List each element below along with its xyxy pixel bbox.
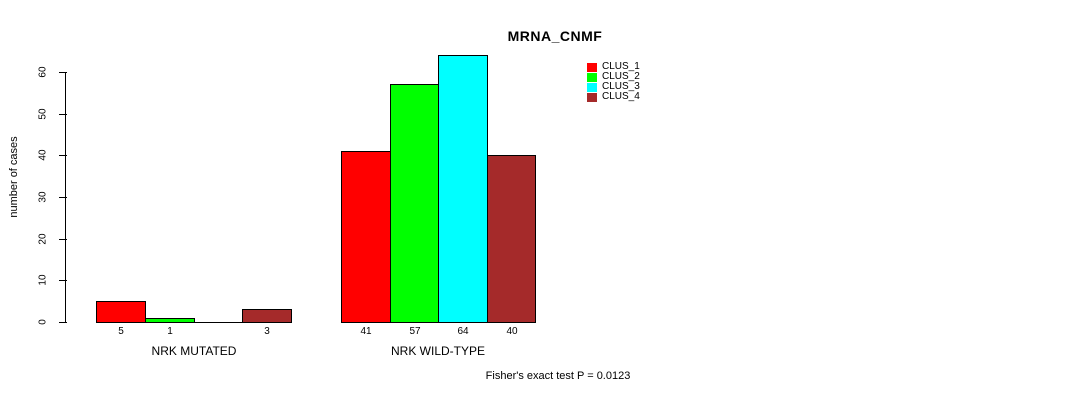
- bar-value-label: 3: [264, 326, 270, 337]
- y-tick-mark: [59, 197, 67, 198]
- legend: CLUS_1 CLUS_2 CLUS_3 CLUS_4: [587, 62, 640, 102]
- y-tick-label: 30: [37, 191, 49, 203]
- bar-clus_4: [487, 155, 536, 323]
- legend-swatch-icon: [587, 62, 597, 72]
- y-tick-label: 50: [37, 108, 49, 120]
- y-tick-label: 40: [37, 149, 49, 161]
- y-tick-mark: [59, 322, 67, 323]
- y-tick-mark: [59, 114, 67, 115]
- y-tick-label: 20: [37, 233, 49, 245]
- legend-label: CLUS_1: [602, 61, 640, 72]
- bar-clus_4: [242, 309, 292, 323]
- y-tick-mark: [59, 239, 67, 240]
- legend-label: CLUS_3: [602, 81, 640, 92]
- chart-title: MRNA_CNMF: [507, 28, 603, 44]
- bar-clus_3: [438, 55, 488, 323]
- bar-clus_1: [96, 301, 146, 323]
- legend-label: CLUS_4: [602, 91, 640, 102]
- legend-item-clus_4: CLUS_4: [587, 92, 640, 102]
- group-label: NRK MUTATED: [151, 344, 237, 358]
- bar-value-label: 5: [118, 326, 124, 337]
- y-tick-mark: [59, 155, 67, 156]
- y-tick-label: 10: [37, 274, 49, 286]
- legend-item-clus_2: CLUS_2: [587, 72, 640, 82]
- bar-clus_2: [390, 84, 439, 323]
- bar-value-label: 64: [457, 326, 469, 337]
- bar-clus_2: [145, 318, 195, 323]
- legend-swatch-icon: [587, 92, 597, 102]
- legend-label: CLUS_2: [602, 71, 640, 82]
- bar-value-label: 41: [360, 326, 372, 337]
- bar-value-label: 1: [167, 326, 173, 337]
- bar-clus_3-zero: [194, 322, 243, 323]
- fisher-test-caption: Fisher's exact test P = 0.0123: [485, 370, 631, 382]
- bar-clus_1: [341, 151, 391, 323]
- y-tick-label: 60: [37, 66, 49, 78]
- y-axis-label: number of cases: [8, 136, 20, 218]
- y-tick-mark: [59, 280, 67, 281]
- legend-swatch-icon: [587, 82, 597, 92]
- group-label: NRK WILD-TYPE: [390, 344, 486, 358]
- bar-value-label: 57: [409, 326, 421, 337]
- y-tick-label: 0: [37, 319, 49, 325]
- legend-item-clus_1: CLUS_1: [587, 62, 640, 72]
- bar-value-label: 40: [506, 326, 518, 337]
- legend-swatch-icon: [587, 72, 597, 82]
- y-tick-mark: [59, 72, 67, 73]
- legend-item-clus_3: CLUS_3: [587, 82, 640, 92]
